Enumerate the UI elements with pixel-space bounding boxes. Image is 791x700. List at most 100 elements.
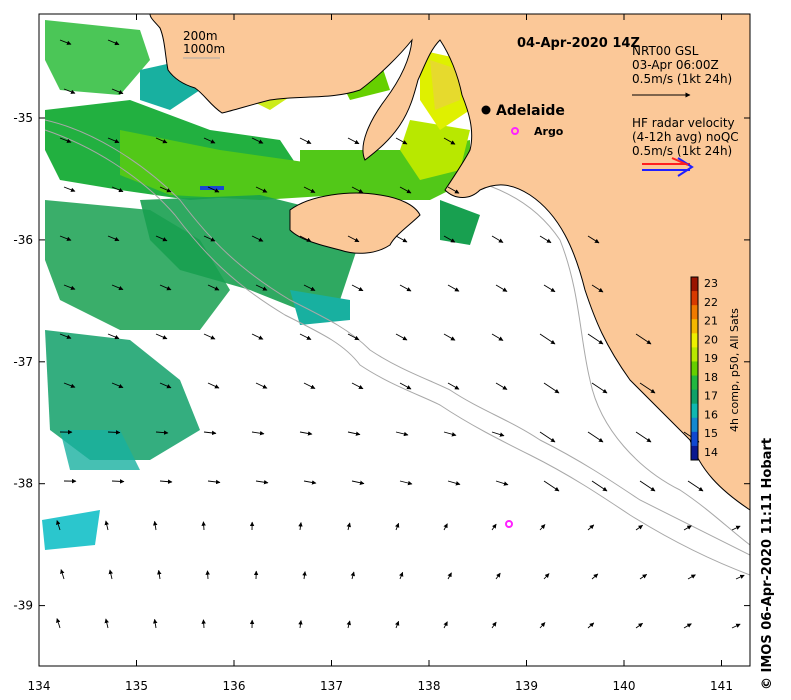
colorbar-tick-label: 20 <box>704 333 718 346</box>
current-arrow <box>299 235 312 242</box>
colorbar-tick-label: 16 <box>704 408 718 421</box>
current-arrow <box>591 480 608 492</box>
colorbar-swatch <box>691 347 698 362</box>
colorbar-label: 4h comp, p50, All Sats <box>728 308 741 432</box>
current-arrow <box>251 333 264 340</box>
current-arrow <box>59 333 72 339</box>
current-arrow <box>399 186 412 194</box>
current-arrow <box>443 137 456 145</box>
sst-patches <box>42 20 480 550</box>
current-arrow <box>111 382 124 389</box>
map-title: 04-Apr-2020 14Z <box>517 36 640 51</box>
current-arrow <box>639 382 656 394</box>
colorbar-tick-label: 14 <box>704 446 718 459</box>
current-arrow <box>155 333 168 340</box>
current-arrow <box>63 186 76 192</box>
current-arrow <box>207 382 220 389</box>
current-arrow <box>395 522 400 531</box>
current-arrow <box>395 333 408 341</box>
colorbar-swatch <box>691 375 698 391</box>
current-arrow <box>443 333 456 341</box>
current-arrow <box>447 572 452 580</box>
current-arrow <box>111 186 124 193</box>
lat-tick-label: -35 <box>13 111 33 125</box>
current-arrow <box>153 618 158 629</box>
current-arrow <box>60 569 65 580</box>
city-marker <box>481 105 491 115</box>
current-arrow <box>447 284 460 292</box>
current-arrow <box>107 430 121 435</box>
current-arrow <box>495 382 508 390</box>
current-arrow <box>447 480 461 486</box>
current-arrow <box>350 571 356 580</box>
current-arrow <box>251 137 264 144</box>
colorbar-tick-label: 17 <box>704 390 718 403</box>
lon-tick-label: 140 <box>613 679 636 693</box>
hf-legend-line-2: (4-12h avg) noQC <box>632 130 739 144</box>
colorbar-swatch <box>691 305 698 320</box>
lon-axis: 134 135 136 137 138 139 140 141 <box>28 14 733 693</box>
current-arrow <box>443 235 456 243</box>
current-arrow <box>395 431 409 437</box>
current-arrow <box>104 520 109 531</box>
depth-label-1000m: 1000m <box>183 42 225 56</box>
current-arrow <box>399 382 412 390</box>
lat-tick-label: -36 <box>13 233 33 247</box>
current-arrow <box>443 523 448 531</box>
lon-tick-label: 139 <box>515 679 538 693</box>
current-arrow <box>255 382 268 389</box>
current-arrow <box>59 39 72 45</box>
colorbar-tick-label: 22 <box>704 296 718 309</box>
current-arrow <box>491 523 497 531</box>
current-arrow <box>491 235 504 243</box>
current-arrow <box>491 621 497 629</box>
isobaths <box>44 119 750 576</box>
current-arrow <box>346 620 351 629</box>
current-arrow <box>635 622 643 629</box>
current-arrow <box>111 479 125 484</box>
current-arrow <box>159 382 172 389</box>
current-arrow <box>157 569 162 580</box>
argo-markers <box>505 127 519 528</box>
current-arrow <box>104 618 109 629</box>
argo-label: Argo <box>534 125 564 138</box>
colorbar-swatch <box>691 333 698 348</box>
depth-label-200m: 200m <box>183 29 218 43</box>
current-arrow <box>107 235 120 242</box>
current-arrow <box>635 333 652 345</box>
current-arrow <box>207 479 221 485</box>
current-arrow <box>63 382 76 388</box>
current-arrow <box>539 622 546 629</box>
current-arrow <box>346 522 351 531</box>
current-arrow <box>347 137 360 145</box>
current-arrow <box>543 284 556 293</box>
current-arrow <box>251 430 265 436</box>
current-arrow <box>735 574 745 580</box>
current-arrow <box>108 569 113 580</box>
current-arrow <box>63 284 76 290</box>
lon-tick-label: 138 <box>418 679 441 693</box>
colorbar-tick-label: 19 <box>704 352 718 365</box>
colorbar-swatch <box>691 445 698 461</box>
current-arrow <box>299 137 312 144</box>
current-arrow <box>587 235 600 244</box>
colorbar-swatch <box>691 319 698 334</box>
current-arrow <box>201 521 206 531</box>
current-arrow <box>443 431 457 437</box>
current-arrow <box>203 235 216 242</box>
current-arrow <box>56 618 61 629</box>
current-arrow <box>587 333 604 345</box>
current-arrow <box>107 39 120 46</box>
current-arrow <box>255 479 269 485</box>
current-arrow <box>687 480 704 492</box>
current-arrow <box>347 333 360 341</box>
current-arrow <box>635 431 652 443</box>
current-arrow <box>303 186 316 193</box>
current-arrow <box>491 431 505 437</box>
current-arrow <box>351 284 364 292</box>
colorbar-tick-label: 21 <box>704 315 718 328</box>
current-arrow <box>399 571 404 580</box>
colorbar-swatch <box>691 291 698 306</box>
current-arrow <box>347 431 361 436</box>
